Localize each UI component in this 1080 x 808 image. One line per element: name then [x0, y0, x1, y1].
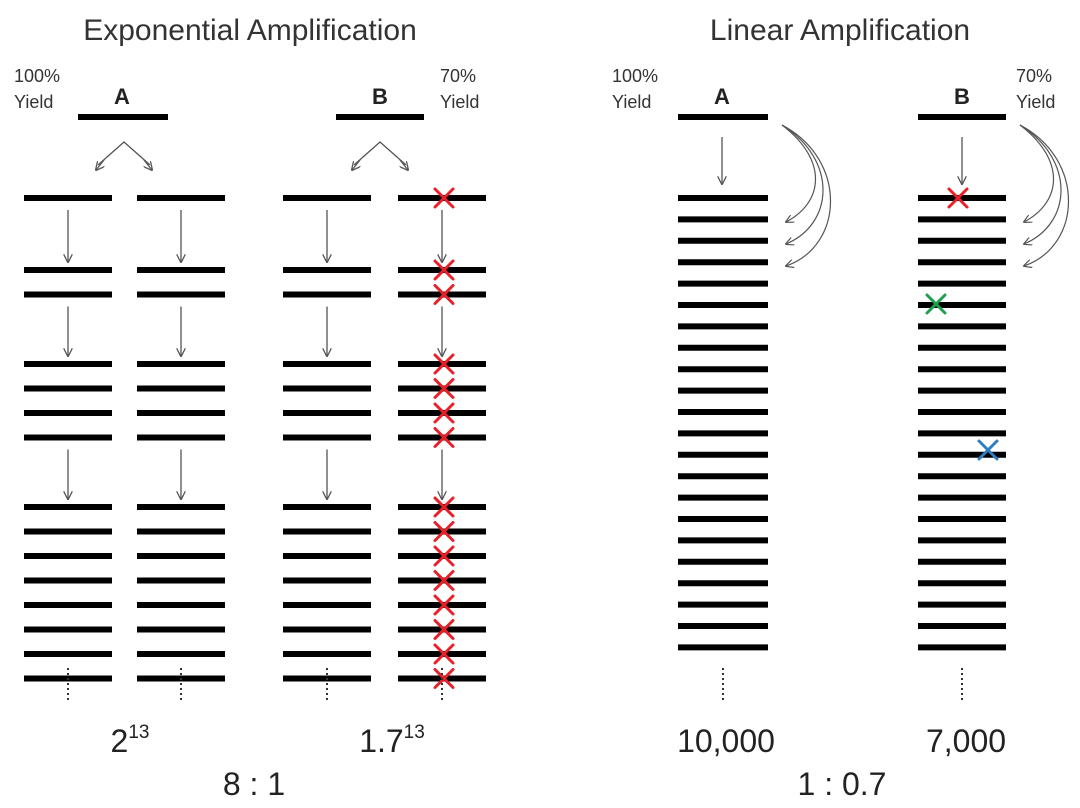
exp-yield-a-percent: 100% [14, 66, 60, 86]
lin-ratio: 1 : 0.7 [798, 766, 887, 802]
exp-count-b: 1.713 [359, 722, 425, 759]
exp-count-a: 213 [111, 722, 150, 759]
exp-failed-cross [433, 427, 455, 448]
lin-col1-recycle-arrow [781, 124, 817, 222]
exp-failed-cross [433, 619, 455, 640]
lin-col1-recycle-arrow [781, 124, 831, 266]
exp-failed-cross [433, 496, 455, 518]
exp-failed-cross [433, 521, 455, 542]
exp-failed-cross [433, 402, 455, 424]
exp-yield-a-word: Yield [14, 92, 53, 112]
exp-label-a: A [114, 84, 130, 109]
exp-failed-cross [433, 378, 455, 399]
strand-layer [24, 114, 1069, 702]
exp-failed-cross [433, 570, 455, 591]
exp-failed-cross [433, 643, 455, 665]
lin-yield-b-word: Yield [1016, 92, 1055, 112]
split-arrow-b-left-head [352, 159, 360, 170]
lin-failed-cross-red [947, 187, 969, 209]
linear-title: Linear Amplification [710, 14, 970, 47]
exp-failed-cross [433, 594, 455, 616]
exponential-title: Exponential Amplification [83, 14, 417, 47]
lin-yield-a-percent: 100% [612, 66, 658, 86]
exp-yield-b-word: Yield [440, 92, 479, 112]
lin-col1-recycle-arrow [781, 124, 824, 244]
split-arrow-a-right-head [144, 159, 152, 170]
exp-failed-cross [433, 187, 455, 209]
lin-count-a: 10,000 [677, 723, 775, 759]
exp-yield-b-percent: 70% [440, 66, 476, 86]
split-arrow-a-left-head [96, 159, 104, 170]
lin-label-b: B [954, 84, 970, 109]
exp-failed-cross [433, 284, 455, 305]
lin-failed-cross-green [925, 293, 947, 315]
lin-col2-recycle-arrow [1019, 124, 1069, 266]
exp-failed-cross [433, 668, 455, 689]
lin-yield-b-percent: 70% [1016, 66, 1052, 86]
split-arrow-b [353, 141, 407, 166]
lin-col2-recycle-arrow [1019, 124, 1062, 244]
lin-col2-recycle-arrow [1019, 124, 1055, 222]
lin-label-a: A [714, 84, 730, 109]
lin-failed-cross-blue [977, 439, 999, 461]
lin-yield-a-word: Yield [612, 92, 651, 112]
exp-ratio: 8 : 1 [223, 766, 285, 802]
exp-label-b: B [372, 84, 388, 109]
split-arrow-b-right-head [400, 159, 408, 170]
split-arrow-a [97, 141, 151, 166]
exp-failed-cross [433, 259, 455, 281]
exp-failed-cross [433, 545, 455, 567]
exp-failed-cross [433, 353, 455, 375]
lin-count-b: 7,000 [926, 723, 1006, 759]
